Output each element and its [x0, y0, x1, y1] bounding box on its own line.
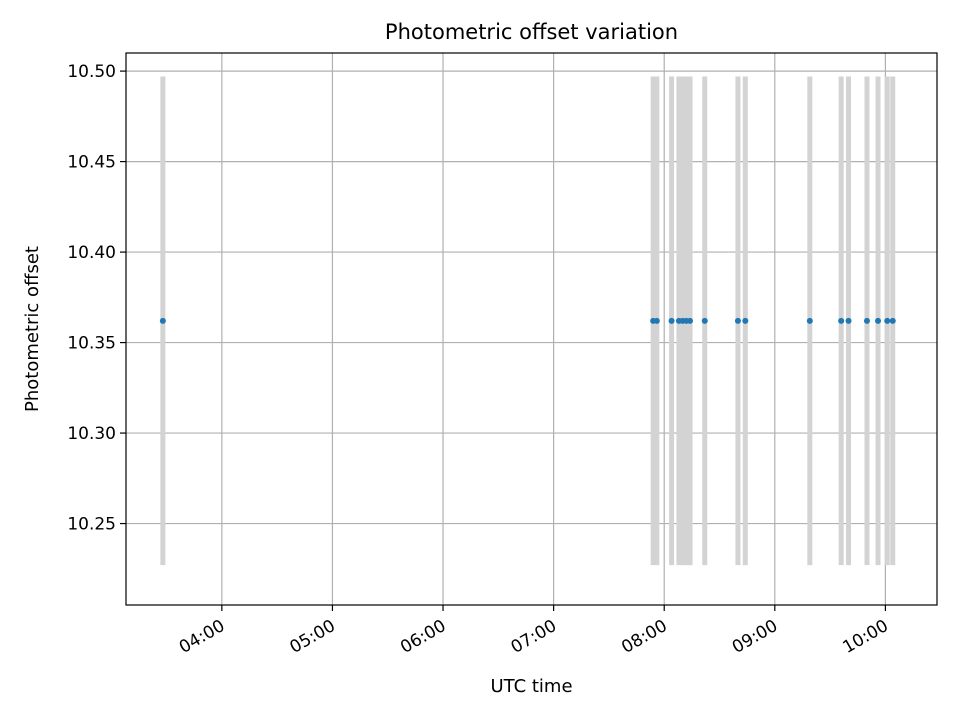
y-axis-label: Photometric offset: [22, 246, 43, 412]
y-tick-label: 10.45: [67, 153, 116, 173]
grid: [126, 53, 937, 605]
data-point: [668, 317, 675, 324]
y-tick-label: 10.35: [67, 334, 116, 354]
data-point: [875, 317, 882, 324]
data-point: [863, 317, 870, 324]
data-point: [653, 317, 660, 324]
data-point: [806, 317, 813, 324]
y-tick-label: 10.40: [67, 243, 116, 263]
data-point: [884, 317, 891, 324]
chart-title: Photometric offset variation: [385, 20, 678, 44]
data-point: [687, 317, 694, 324]
plot-frame: [125, 52, 938, 606]
y-tick-label: 10.30: [67, 424, 116, 444]
data-point: [845, 317, 852, 324]
data-point: [742, 317, 749, 324]
data-point: [889, 317, 896, 324]
y-axis-ticks: 10.25 10.30 10.35 10.40 10.45 10.50: [67, 62, 126, 535]
x-axis-label: UTC time: [490, 676, 572, 697]
data-points: [159, 317, 896, 324]
y-tick-label: 10.25: [67, 515, 116, 535]
data-point: [734, 317, 741, 324]
y-tick-label: 10.50: [67, 62, 116, 82]
data-point: [838, 317, 845, 324]
data-point: [159, 317, 166, 324]
data-point: [701, 317, 708, 324]
